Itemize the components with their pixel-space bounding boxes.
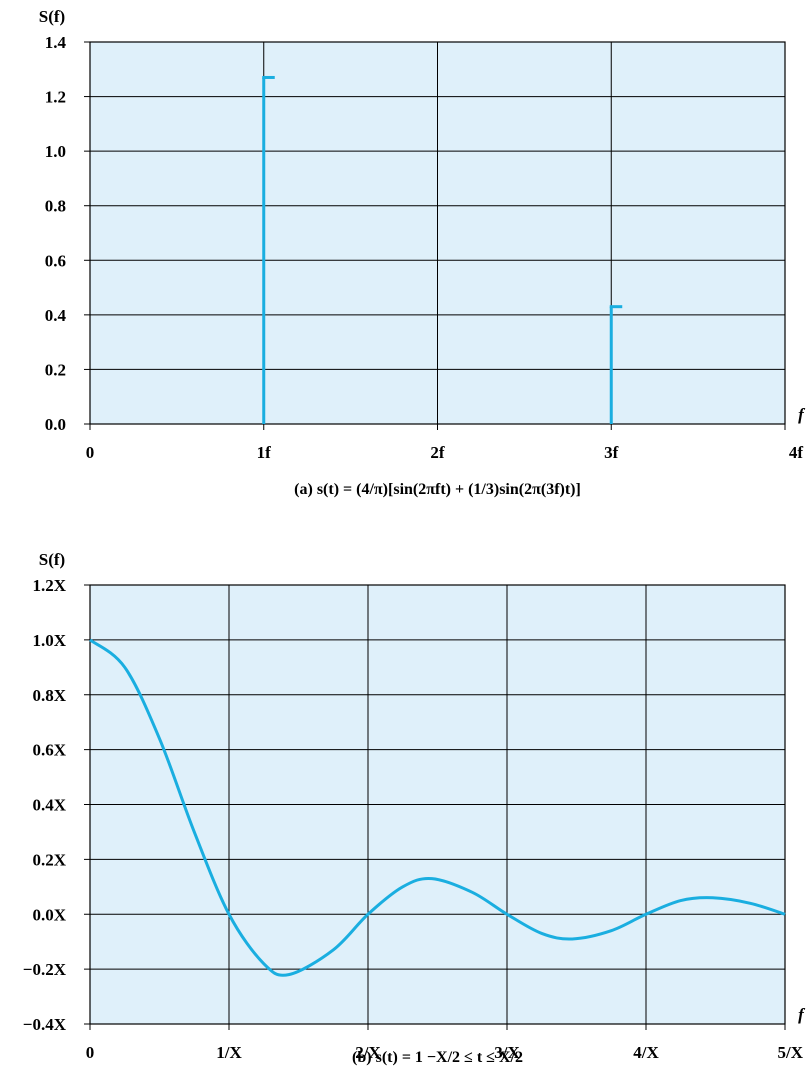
y-tick-label: 0.4 xyxy=(45,306,67,325)
x-tick-label: 0 xyxy=(86,1043,95,1062)
y-tick-label: 0.0 xyxy=(45,415,66,434)
x-tick-label: 0 xyxy=(86,443,95,462)
y-tick-label: 1.2X xyxy=(32,576,66,595)
x-tick-label: 1f xyxy=(257,443,272,462)
x-tick-label: 4f xyxy=(789,443,804,462)
y-tick-label: 0.6X xyxy=(32,741,66,760)
y-tick-label: −0.2X xyxy=(23,960,67,979)
chart-a: 0.0 0.2 0.4 0.6 0.8 1.0 1.2 1.4 0 1f 2f 3f 4f S(f) f (a… xyxy=(39,7,806,498)
y-tick-label: 0.2 xyxy=(45,360,66,379)
chart-b: −0.4X −0.2X 0.0X 0.2X 0.4X 0.6X 0.8X 1.0X 1.2X 0 1… xyxy=(23,550,806,1066)
y-tick-label: 1.0 xyxy=(45,142,66,161)
x-tick-label: 3f xyxy=(604,443,619,462)
y-tick-label: 0.6 xyxy=(45,251,66,270)
y-tick-label: 1.2 xyxy=(45,88,66,107)
y-tick-label: 1.4 xyxy=(45,33,67,52)
y-axis-label: S(f) xyxy=(39,7,65,26)
caption: (b) s(t) = 1 −X/2 ≤ t ≤ X/2 xyxy=(352,1049,523,1066)
plot-border xyxy=(89,41,786,425)
y-tick-label: 0.8 xyxy=(45,197,66,216)
y-axis-label: S(f) xyxy=(39,550,65,569)
y-tick-label: −0.4X xyxy=(23,1015,67,1034)
x-axis-label: f xyxy=(798,405,806,424)
plot-border xyxy=(89,584,786,1025)
y-tick-label: 0.2X xyxy=(32,850,66,869)
y-tick-label: 0.8X xyxy=(32,686,66,705)
x-tick-label: 2/X xyxy=(355,1043,381,1062)
y-tick-label: 0.4X xyxy=(32,796,66,815)
x-tick-label: 5/X xyxy=(778,1043,804,1062)
series-curve xyxy=(89,638,786,977)
caption: (a) s(t) = (4/π)[sin(2πft) + (1/3)sin(2π… xyxy=(294,481,581,498)
x-tick-label: 3/X xyxy=(494,1043,520,1062)
x-axis-label: f xyxy=(798,1005,806,1024)
x-tick-label: 1/X xyxy=(216,1043,242,1062)
y-tick-label: 1.0X xyxy=(32,631,66,650)
x-tick-label: 4/X xyxy=(633,1043,659,1062)
x-tick-label: 2f xyxy=(430,443,445,462)
y-tick-label: 0.0X xyxy=(32,905,66,924)
